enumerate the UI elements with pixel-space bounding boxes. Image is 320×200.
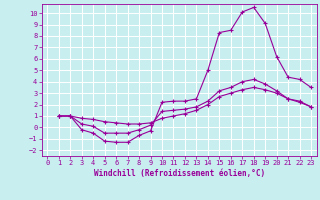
X-axis label: Windchill (Refroidissement éolien,°C): Windchill (Refroidissement éolien,°C) bbox=[94, 169, 265, 178]
